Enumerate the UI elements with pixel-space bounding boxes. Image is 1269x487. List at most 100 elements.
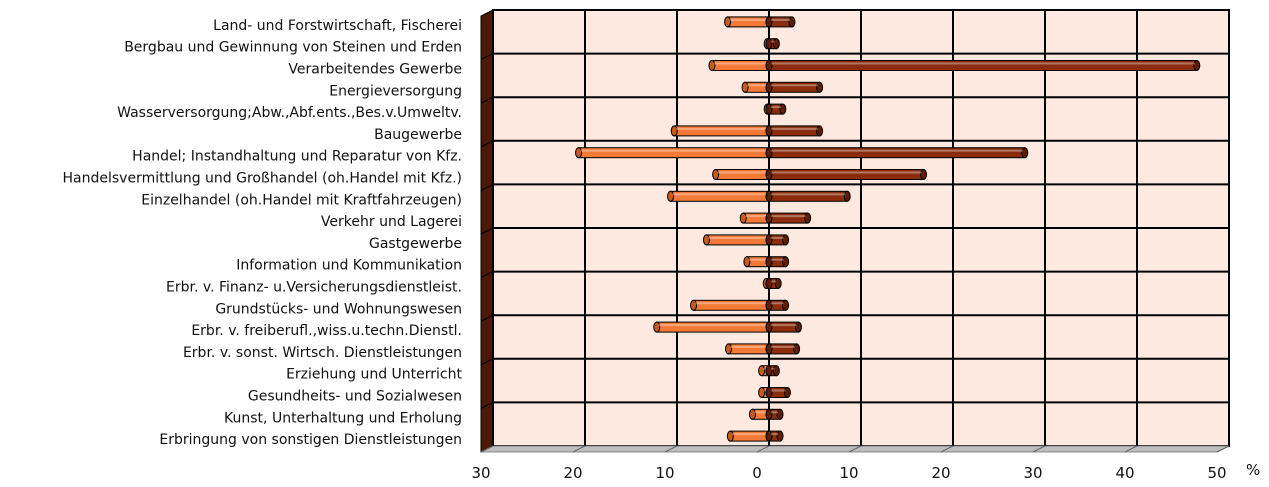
bar-positive-cap-left xyxy=(765,103,773,115)
bar-positive-highlight xyxy=(771,302,784,305)
bar-positive-highlight xyxy=(771,215,806,218)
bar-positive-cap-left xyxy=(765,321,773,333)
bar-positive-highlight xyxy=(771,258,784,261)
bar-positive-cap-left xyxy=(765,16,773,28)
bar-positive-cap-left xyxy=(765,343,773,355)
category-label: Einzelhandel (oh.Handel mit Kraftfahrzeu… xyxy=(141,192,462,208)
category-label: Gastgewerbe xyxy=(369,236,462,252)
bar-negative-highlight xyxy=(763,389,767,392)
bar-positive xyxy=(765,81,824,93)
x-tick-label: 10 xyxy=(839,464,858,482)
bar-negative-highlight xyxy=(754,411,767,414)
bar-positive-highlight xyxy=(771,62,1195,65)
floor-tick xyxy=(572,445,586,453)
bar-negative-highlight xyxy=(672,193,767,196)
bar-positive-cap-right xyxy=(779,103,787,115)
category-labels: Land- und Forstwirtschaft, Fischerei Berg… xyxy=(63,18,463,448)
bar-positive-cap-left xyxy=(765,81,773,93)
bar-negative-body xyxy=(728,343,770,355)
bar-positive-cap-right xyxy=(772,365,780,377)
x-tick-label: 40 xyxy=(1115,464,1134,482)
x-tick-label: 0 xyxy=(752,464,762,482)
bar-positive-highlight xyxy=(771,84,818,87)
grid-lines xyxy=(480,10,1230,453)
bar-positive xyxy=(765,321,802,333)
bar-positive-body xyxy=(768,147,1026,159)
floor-tick xyxy=(1032,445,1046,453)
bar-positive-cap-right xyxy=(776,430,784,442)
floor-tick xyxy=(664,445,678,453)
bar-positive-cap-right xyxy=(774,278,782,289)
bar-positive xyxy=(765,190,851,202)
bar-negative xyxy=(712,169,773,180)
bar-positive-cap-right xyxy=(1021,147,1029,159)
bar-negative-body xyxy=(729,430,770,442)
bar-positive-cap-right xyxy=(782,299,790,311)
category-label: Kunst, Unterhaltung und Erholung xyxy=(224,410,462,426)
bar-positive xyxy=(765,38,780,50)
bar-negative-highlight xyxy=(676,127,767,130)
bar-negative xyxy=(724,16,773,28)
bar-positive-cap-left xyxy=(765,299,773,311)
bar-negative-body xyxy=(744,81,770,93)
bar-positive-highlight xyxy=(771,433,779,436)
bar-positive-cap-right xyxy=(1193,60,1201,71)
bar-positive-body xyxy=(768,125,821,137)
side-grid-line xyxy=(480,96,494,104)
bar-positive-body xyxy=(768,212,809,224)
bar-positive xyxy=(765,278,782,289)
bar-positive-cap-right xyxy=(794,321,802,333)
bar-negative xyxy=(725,343,773,355)
bar-negative-highlight xyxy=(748,258,767,261)
side-grid-line xyxy=(480,183,494,191)
bar-positive-cap-left xyxy=(765,212,773,224)
bar-negative-highlight xyxy=(658,324,767,327)
bar-negative-highlight xyxy=(745,215,767,218)
bar-negative xyxy=(690,299,773,311)
bar-negative-body xyxy=(705,234,770,246)
bar-positive xyxy=(765,125,824,137)
bar-positive-cap-left xyxy=(765,147,773,159)
bar-negative xyxy=(708,60,773,71)
bar-positive-cap-right xyxy=(776,408,784,420)
bar-negative-body xyxy=(742,212,770,224)
bar-positive-cap-right xyxy=(772,38,780,50)
floor-tick xyxy=(756,445,770,453)
bar-negative-body xyxy=(711,60,770,71)
bar-positive-body xyxy=(768,169,925,180)
bar-positive xyxy=(765,256,790,268)
bar-positive-body xyxy=(768,81,821,93)
bar-positive xyxy=(765,430,784,442)
bar-negative-highlight xyxy=(695,302,767,305)
bar-positive xyxy=(765,343,801,355)
bar-negative-cap-left xyxy=(758,387,766,398)
category-label: Handelsvermittlung und Großhandel (oh.Ha… xyxy=(63,171,463,187)
bar-positive-cap-left xyxy=(765,38,773,50)
floor-tick xyxy=(848,445,862,453)
bar-positive-body xyxy=(768,321,799,333)
bar-negative-cap-left xyxy=(726,430,734,442)
category-label: Erbr. v. freiberufl.,wiss.u.techn.Dienst… xyxy=(191,323,462,339)
bar-negative-highlight xyxy=(729,18,767,21)
bar-negative xyxy=(702,234,773,246)
bar-negative-cap-left xyxy=(575,147,583,159)
x-tick-label: 20 xyxy=(931,464,950,482)
bar-positive-cap-left xyxy=(765,256,773,268)
bar-positive-cap-right xyxy=(816,125,824,137)
category-label: Erbr. v. sonst. Wirtsch. Dienstleistunge… xyxy=(183,345,462,361)
bar-positive-cap-left xyxy=(765,234,773,246)
bar-positive-cap-right xyxy=(804,212,812,224)
category-label: Handel; Instandhaltung und Reparatur von… xyxy=(132,149,462,165)
bar-negative-highlight xyxy=(717,171,767,174)
category-label: Energieversorgung xyxy=(329,83,462,99)
bar-negative-body xyxy=(715,169,770,180)
bar-negative-body xyxy=(656,321,770,333)
category-label: Gesundheits- und Sozialwesen xyxy=(248,389,462,405)
category-label: Baugewerbe xyxy=(374,127,462,143)
category-label: Bergbau und Gewinnung von Steinen und Er… xyxy=(124,40,462,56)
x-tick-label: 20 xyxy=(563,464,582,482)
x-tick-label: 10 xyxy=(655,464,674,482)
bar-positive-cap-left xyxy=(765,278,773,289)
bar-negative-highlight xyxy=(747,84,767,87)
bar-positive xyxy=(765,299,790,311)
